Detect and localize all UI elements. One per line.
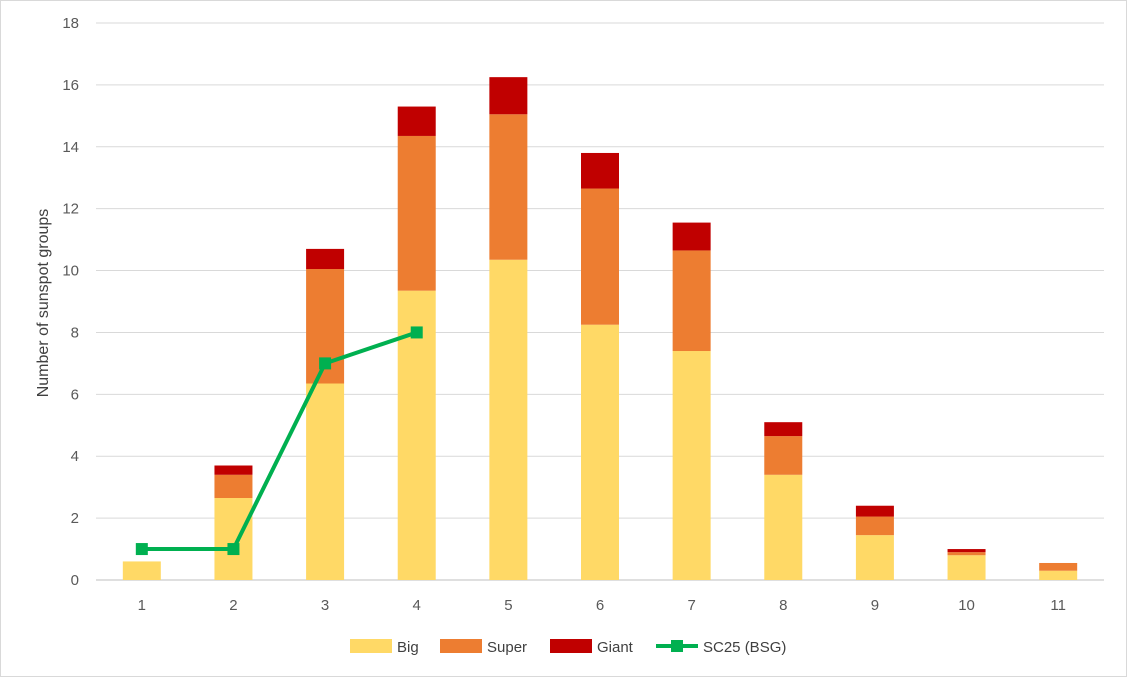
bar-super-2 (214, 474, 253, 498)
bar-giant-6 (581, 152, 619, 189)
bar-super-6 (581, 188, 619, 325)
y-tick-label: 8 (71, 324, 79, 341)
bars (122, 77, 1078, 580)
y-tick-label: 2 (71, 510, 79, 527)
x-tick-label: 4 (413, 597, 421, 614)
bar-giant-2 (214, 465, 253, 475)
x-tick-label: 7 (687, 597, 695, 614)
bar-big-4 (397, 290, 436, 580)
sc25-marker (135, 543, 148, 556)
x-tick-label: 8 (779, 597, 787, 614)
bar-super-10 (947, 552, 986, 556)
x-axis-tick-labels: 1 2 3 4 5 6 7 8 9 10 11 (138, 597, 1066, 614)
bar-super-8 (764, 436, 803, 475)
y-axis-tick-labels: 0 2 4 6 8 10 12 14 16 18 (62, 15, 79, 589)
bar-big-7 (672, 351, 711, 580)
bar-giant-8 (764, 422, 803, 437)
y-tick-label: 18 (62, 15, 79, 32)
legend-item-big: Big (350, 639, 419, 656)
bar-giant-7 (672, 222, 711, 251)
legend-label-giant: Giant (597, 639, 634, 656)
bar-big-1 (122, 561, 161, 580)
sc25-marker (410, 326, 423, 339)
x-tick-label: 5 (504, 597, 512, 614)
legend-label-sc25-bsg: SC25 (BSG) (703, 639, 786, 656)
legend-item-sc25-bsg: SC25 (BSG) (656, 639, 786, 656)
bar-big-5 (489, 259, 528, 580)
bar-giant-5 (489, 77, 528, 115)
y-tick-label: 12 (62, 201, 79, 218)
legend-label-super: Super (487, 639, 527, 656)
y-tick-label: 14 (62, 139, 79, 156)
bar-giant-4 (397, 106, 436, 136)
bar-big-9 (855, 535, 894, 580)
legend: Big Super Giant SC25 (BSG) (350, 639, 786, 656)
bar-super-9 (855, 516, 894, 536)
bar-big-3 (306, 383, 345, 580)
bar-big-10 (947, 555, 986, 580)
y-tick-label: 0 (71, 572, 79, 589)
bar-super-11 (1039, 562, 1078, 571)
x-tick-label: 6 (596, 597, 604, 614)
x-tick-label: 2 (229, 597, 237, 614)
y-tick-label: 4 (71, 448, 79, 465)
x-tick-label: 3 (321, 597, 329, 614)
bar-big-8 (764, 474, 803, 580)
sc25-line (135, 326, 423, 556)
x-tick-label: 1 (138, 597, 146, 614)
bar-giant-3 (306, 248, 345, 270)
bar-giant-10 (947, 549, 986, 553)
x-tick-label: 9 (871, 597, 879, 614)
bar-big-11 (1039, 570, 1078, 580)
sc25-line-path (141, 330, 418, 552)
legend-swatch-giant (550, 639, 592, 653)
x-tick-label: 10 (958, 597, 975, 614)
legend-item-super: Super (440, 639, 527, 656)
y-tick-label: 6 (71, 386, 79, 403)
legend-swatch-big (350, 639, 392, 653)
y-tick-label: 16 (62, 77, 79, 94)
legend-label-big: Big (397, 639, 419, 656)
legend-item-giant: Giant (550, 639, 634, 656)
bar-super-5 (489, 114, 528, 260)
y-tick-label: 10 (62, 263, 79, 280)
bar-super-4 (397, 135, 436, 291)
x-tick-label: 11 (1050, 597, 1066, 614)
sc25-marker (227, 543, 240, 556)
bar-big-6 (581, 324, 619, 580)
bar-super-7 (672, 250, 711, 352)
y-axis-title: Number of sunspot groups (35, 209, 52, 398)
bar-giant-9 (855, 505, 894, 517)
sc25-marker (319, 357, 332, 370)
legend-swatch-super (440, 639, 482, 653)
legend-marker-sc25-bsg (671, 640, 683, 652)
bar-big-2 (214, 497, 253, 580)
